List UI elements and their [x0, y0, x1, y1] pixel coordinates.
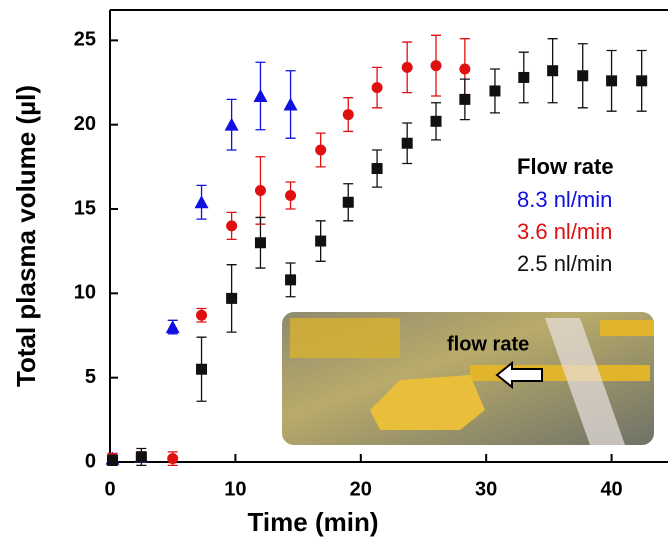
inset-label: flow rate: [447, 333, 529, 355]
marker: [577, 70, 589, 82]
marker: [135, 451, 147, 463]
marker: [547, 65, 559, 77]
marker: [165, 320, 180, 334]
marker: [285, 274, 297, 286]
legend-entry: 8.3 nl/min: [517, 187, 612, 212]
x-tick-label: 40: [600, 478, 622, 500]
y-tick-label: 25: [74, 29, 96, 51]
marker: [196, 309, 208, 321]
marker: [606, 75, 618, 87]
x-tick-label: 0: [104, 478, 115, 500]
marker: [636, 75, 648, 87]
marker: [196, 363, 208, 375]
marker: [459, 63, 471, 75]
x-axis-label: Time (min): [248, 507, 379, 537]
marker: [459, 93, 471, 105]
marker: [194, 195, 209, 209]
x-tick-label: 30: [475, 478, 497, 500]
marker: [430, 60, 442, 72]
marker: [226, 292, 238, 304]
legend-entry: 2.5 nl/min: [517, 251, 612, 276]
marker: [315, 235, 327, 247]
marker: [283, 97, 298, 111]
y-tick-label: 10: [74, 282, 96, 304]
legend-title: Flow rate: [517, 154, 614, 179]
marker: [371, 82, 383, 94]
y-tick-label: 15: [74, 197, 96, 219]
marker: [401, 61, 413, 73]
marker: [371, 163, 383, 175]
marker: [254, 184, 266, 196]
inset-image: [282, 312, 654, 445]
x-tick-label: 10: [224, 478, 246, 500]
marker: [226, 220, 238, 232]
marker: [254, 237, 266, 249]
marker: [107, 454, 119, 466]
y-tick-label: 5: [85, 366, 96, 388]
marker: [253, 89, 268, 103]
x-tick-label: 20: [350, 478, 372, 500]
marker: [224, 117, 239, 131]
marker: [315, 144, 327, 156]
legend-entry: 3.6 nl/min: [517, 219, 612, 244]
y-tick-label: 20: [74, 113, 96, 135]
marker: [342, 196, 354, 208]
marker: [430, 115, 442, 127]
marker: [342, 109, 354, 121]
y-axis-label: Total plasma volume (µl): [11, 85, 41, 387]
marker: [518, 71, 530, 83]
marker: [401, 137, 413, 149]
marker: [167, 453, 179, 465]
y-tick-label: 0: [85, 450, 96, 472]
marker: [489, 85, 501, 97]
marker: [285, 190, 297, 202]
